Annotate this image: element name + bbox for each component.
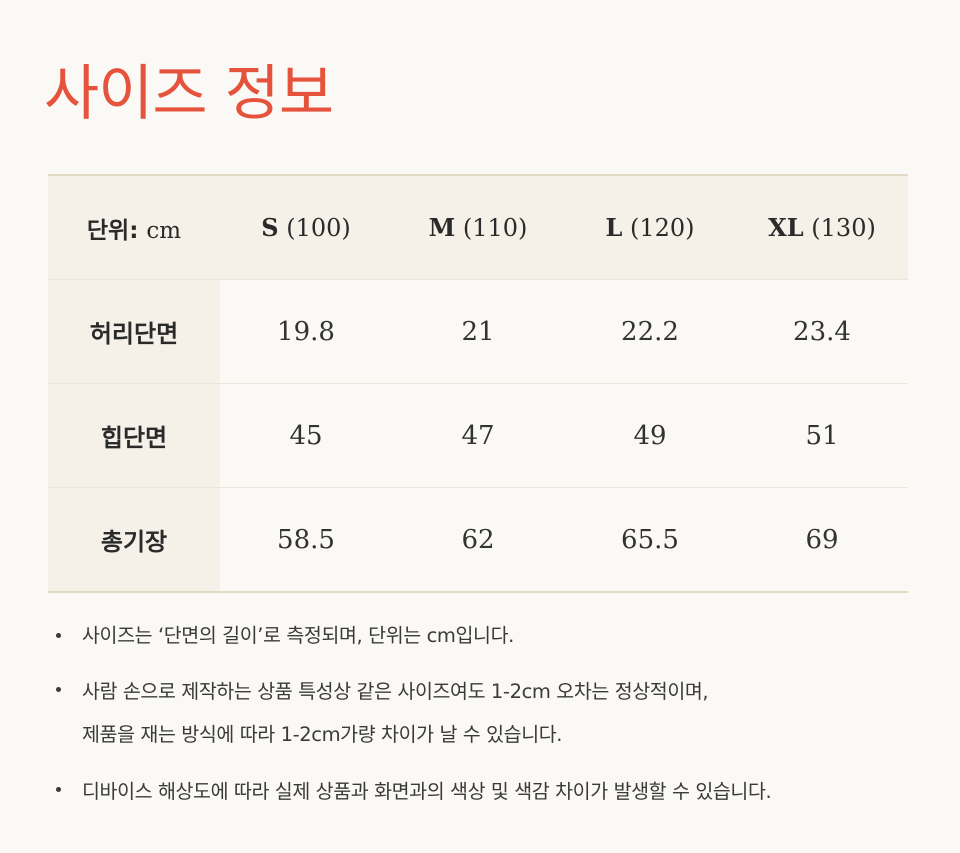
unit-value: cm xyxy=(146,217,182,244)
table-header-row: 단위: cm S (100) M (110) L (120) XL (130) xyxy=(48,175,908,280)
row-label: 허리단면 xyxy=(48,279,220,384)
size-header-l: L (120) xyxy=(564,175,736,280)
size-name: L xyxy=(605,213,623,242)
size-name: M xyxy=(428,213,456,242)
size-number: (120) xyxy=(629,214,695,242)
row-label: 총기장 xyxy=(48,487,220,592)
size-number: (110) xyxy=(462,214,528,242)
size-number: (100) xyxy=(286,214,351,242)
bullet-icon xyxy=(56,787,61,792)
table-cell: 69 xyxy=(805,524,839,555)
note-text: 사람 손으로 제작하는 상품 특성상 같은 사이즈여도 1-2cm 오차는 정상… xyxy=(82,680,709,746)
table-cell: 22.2 xyxy=(621,316,679,347)
table-cell: 47 xyxy=(461,420,495,451)
size-header-s: S (100) xyxy=(220,175,392,280)
unit-label: 단위: xyxy=(86,217,139,244)
table-cell: 45 xyxy=(289,420,323,451)
size-header-m: M (110) xyxy=(392,175,564,280)
table-cell: 58.5 xyxy=(277,524,335,555)
notes-list: 사이즈는 ‘단면의 길이’로 측정되며, 단위는 cm입니다. 사람 손으로 제… xyxy=(56,616,772,827)
table-cell: 62 xyxy=(461,524,495,555)
row-label: 힙단면 xyxy=(48,383,220,488)
table-row-waist: 허리단면 19.8 21 22.2 23.4 xyxy=(48,279,908,384)
table-row-length: 총기장 58.5 62 65.5 69 xyxy=(48,487,908,592)
note-text: 디바이스 해상도에 따라 실제 상품과 화면과의 색상 및 색감 차이가 발생할… xyxy=(82,780,772,803)
note-item: 디바이스 해상도에 따라 실제 상품과 화면과의 색상 및 색감 차이가 발생할… xyxy=(56,770,772,813)
unit-header: 단위: cm xyxy=(48,175,220,280)
table-cell: 51 xyxy=(805,420,839,451)
note-item: 사이즈는 ‘단면의 길이’로 측정되며, 단위는 cm입니다. xyxy=(56,616,771,656)
table-cell: 21 xyxy=(461,316,495,347)
table-cell: 19.8 xyxy=(277,316,335,347)
table-cell: 49 xyxy=(633,420,667,451)
table-cell: 23.4 xyxy=(793,316,851,347)
table-row-hip: 힙단면 45 47 49 51 xyxy=(48,383,908,488)
bullet-icon xyxy=(56,687,61,692)
note-item: 사람 손으로 제작하는 상품 특성상 같은 사이즈여도 1-2cm 오차는 정상… xyxy=(56,670,771,756)
size-table: 단위: cm S (100) M (110) L (120) XL (130) … xyxy=(48,174,908,593)
size-name: S xyxy=(261,213,279,242)
size-header-xl: XL (130) xyxy=(736,175,908,280)
bullet-icon xyxy=(56,633,61,638)
table-cell: 65.5 xyxy=(621,524,679,555)
size-number: (130) xyxy=(811,214,876,242)
page-title: 사이즈 정보 xyxy=(44,59,334,129)
size-name: XL xyxy=(768,213,804,242)
note-text: 사이즈는 ‘단면의 길이’로 측정되며, 단위는 cm입니다. xyxy=(82,624,514,647)
